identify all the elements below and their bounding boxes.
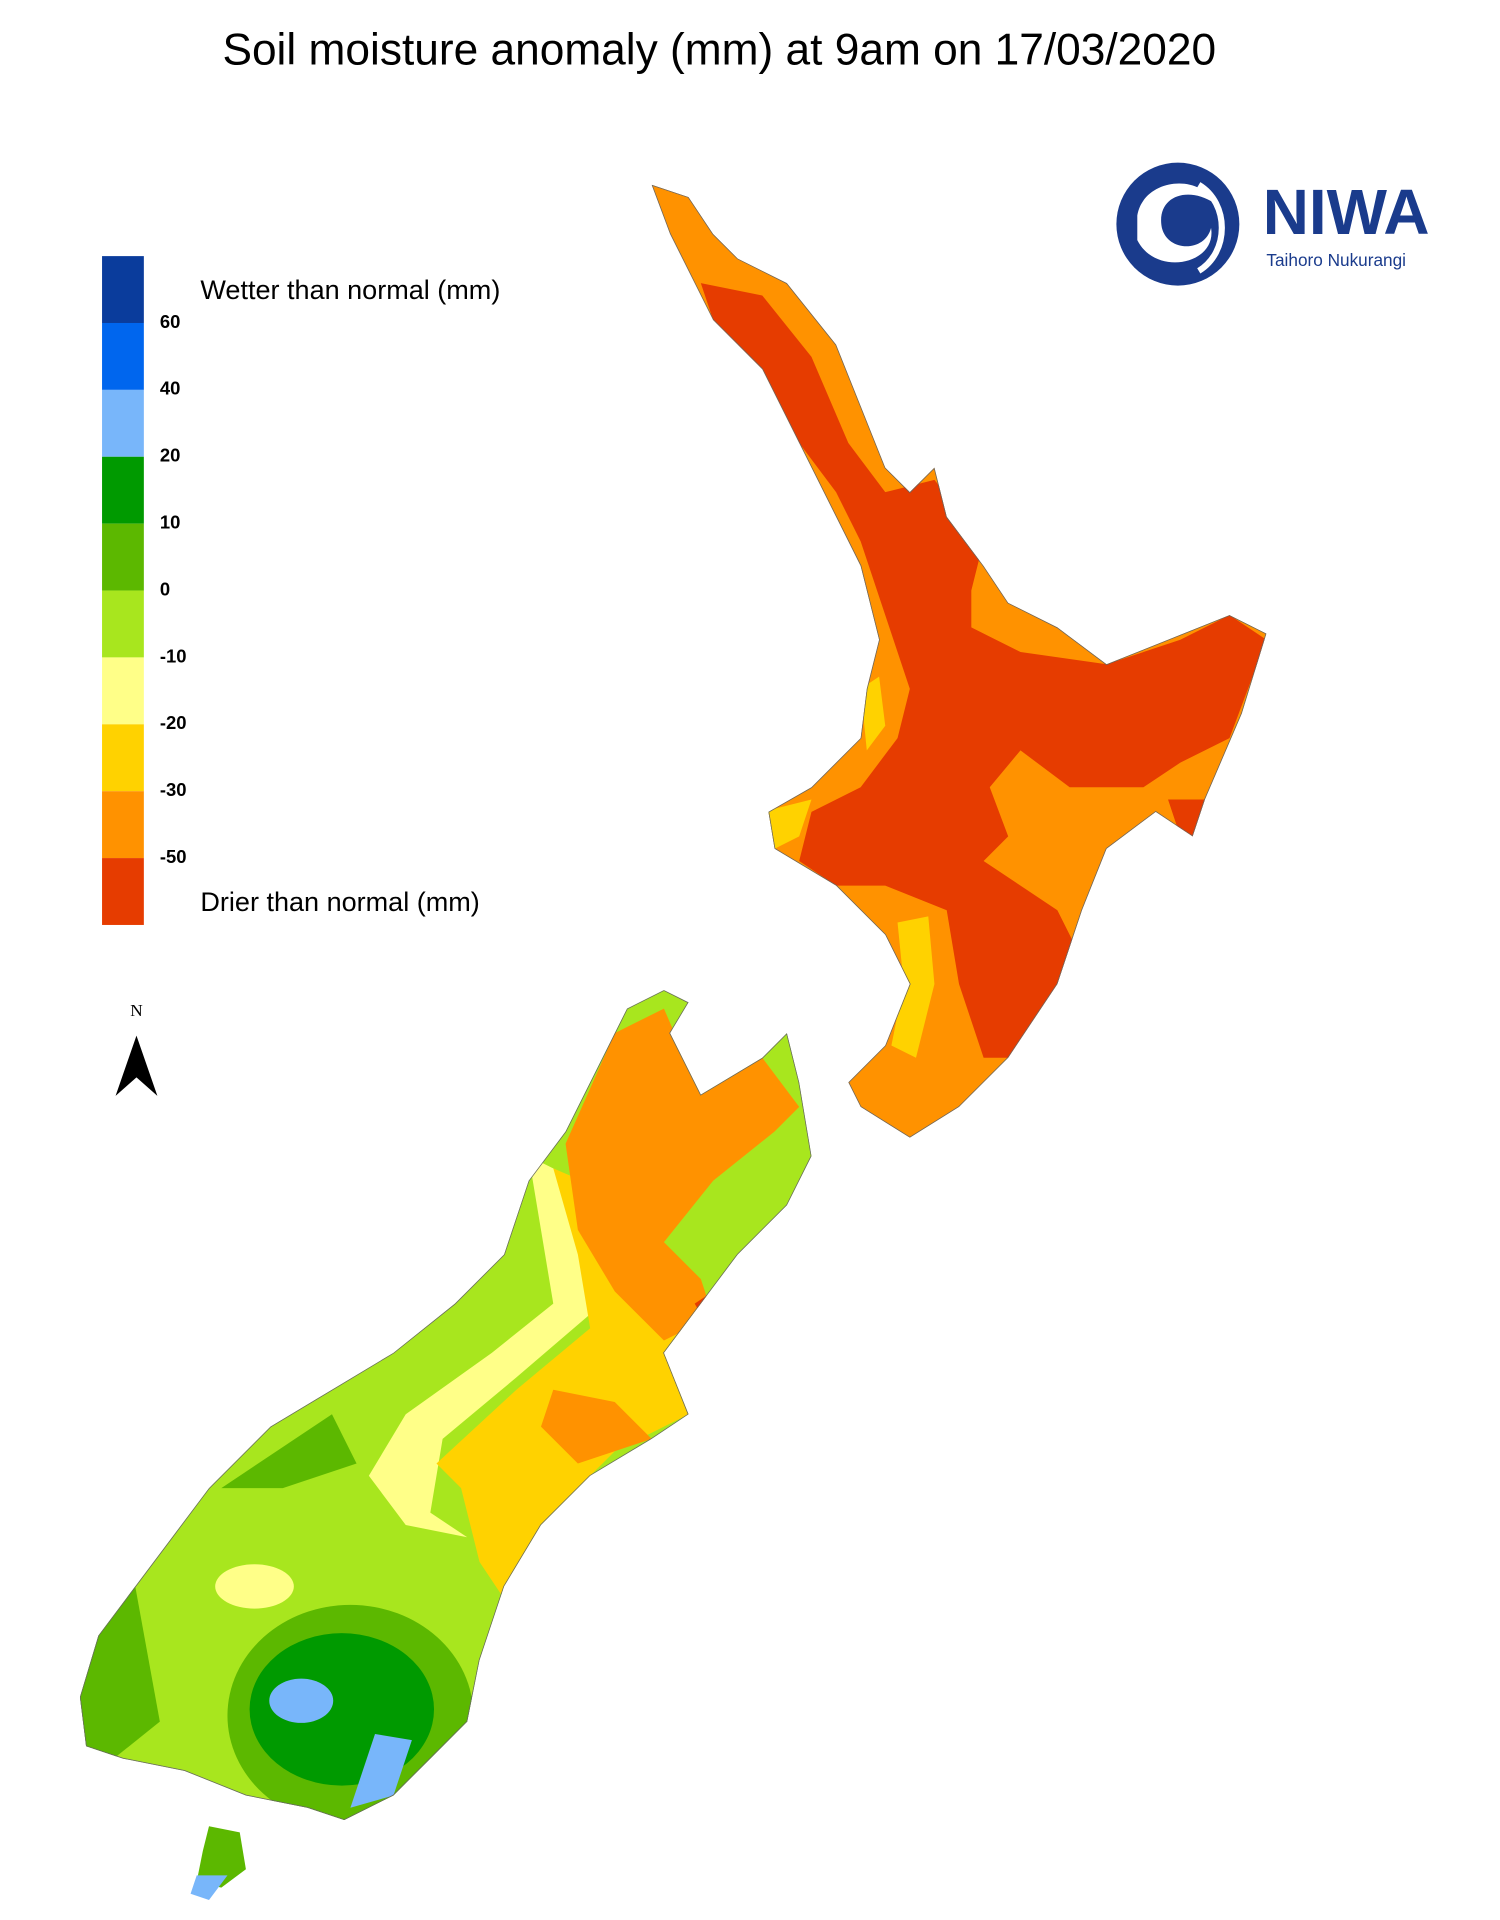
anomaly-region <box>860 676 886 751</box>
legend-tick-label: 10 <box>160 512 181 533</box>
legend-swatch <box>102 858 144 925</box>
south-island <box>79 990 812 1821</box>
north-island <box>651 184 1267 1138</box>
anomaly-region <box>762 799 812 849</box>
legend-tick-label: 0 <box>160 578 170 599</box>
legend-swatch <box>102 791 144 859</box>
map-title: Soil moisture anomaly (mm) at 9am on 17/… <box>222 25 1216 74</box>
legend-tick-label: -20 <box>160 712 187 733</box>
legend-swatch <box>102 657 144 725</box>
legend-swatch <box>102 590 144 658</box>
north-label: N <box>130 1001 143 1020</box>
legend: Wetter than normal (mm) Drier than norma… <box>102 256 500 925</box>
legend-swatch <box>102 523 144 591</box>
anomaly-region <box>891 916 935 1058</box>
legend-swatch <box>102 256 144 323</box>
legend-swatch <box>102 389 144 457</box>
anomaly-region <box>368 1156 603 1538</box>
anomaly-region <box>215 1564 294 1609</box>
anomaly-region <box>221 1414 357 1489</box>
north-arrow <box>115 1035 158 1096</box>
anomaly-region <box>1168 799 1205 849</box>
anomaly-region <box>190 1875 228 1900</box>
legend-tick-label: 20 <box>160 445 181 466</box>
logo-subtitle: Taihoro Nukurangi <box>1266 250 1406 270</box>
legend-tick-label: -50 <box>160 846 187 867</box>
legend-tick-label: 60 <box>160 311 181 332</box>
legend-tick-label: 40 <box>160 378 181 399</box>
legend-tick-label: -10 <box>160 645 187 666</box>
legend-bottom-label: Drier than normal (mm) <box>200 887 479 917</box>
anomaly-region <box>540 1389 652 1464</box>
anomaly-region <box>269 1678 334 1723</box>
anomaly-region <box>350 1733 412 1808</box>
anomaly-region <box>565 1008 800 1341</box>
legend-swatch <box>102 322 144 390</box>
niwa-logo: NIWA Taihoro Nukurangi <box>1116 162 1430 286</box>
legend-top-label: Wetter than normal (mm) <box>200 275 500 305</box>
anomaly-region <box>196 1826 246 1888</box>
legend-swatch <box>102 456 144 524</box>
anomaly-region <box>700 283 1267 1058</box>
legend-swatch <box>102 724 144 792</box>
legend-tick-label: -30 <box>160 779 187 800</box>
logo-name: NIWA <box>1263 176 1430 248</box>
